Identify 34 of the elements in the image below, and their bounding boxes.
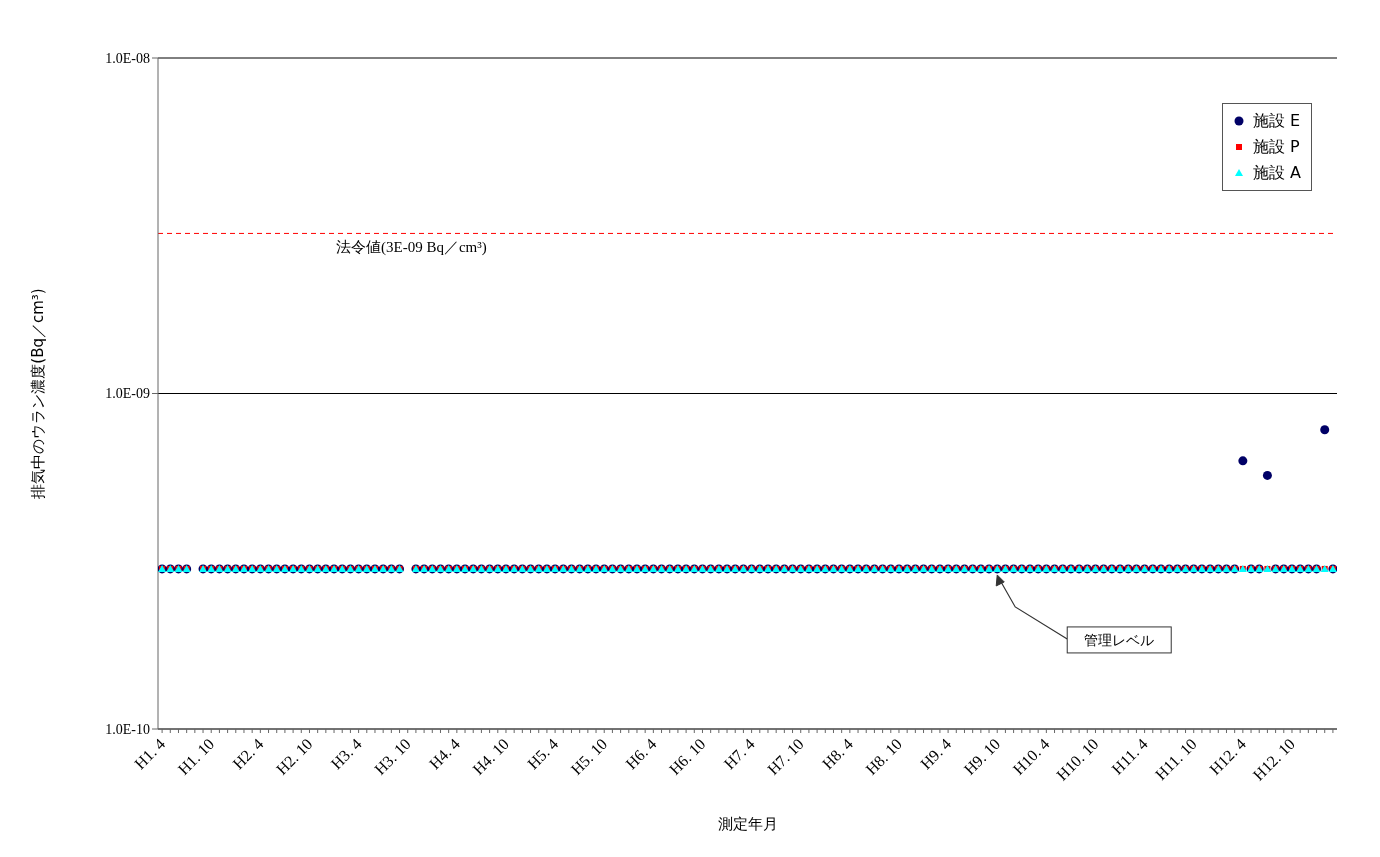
x-tick-label: H11. 10	[1151, 735, 1200, 784]
x-tick-label: H12. 4	[1206, 735, 1249, 778]
x-tick-label: H3. 10	[371, 735, 414, 778]
x-tick-label: H8. 4	[818, 735, 856, 773]
x-tick-label: H1. 4	[131, 735, 169, 773]
x-tick-label: H5. 4	[524, 735, 562, 773]
annotation: 管理レベル	[1084, 631, 1155, 648]
x-tick-label: H8. 10	[862, 735, 906, 778]
x-tick-label: H3. 4	[327, 735, 365, 773]
x-tick-label: H9. 4	[917, 735, 955, 773]
x-tick-label: H4. 4	[425, 735, 463, 773]
ref-line-label: 法令値(3E-09 Bq／cm³)	[336, 239, 487, 257]
x-tick-label: H5. 10	[567, 735, 611, 778]
x-tick-label: H10. 4	[1009, 735, 1053, 778]
x-tick-label: H7. 4	[720, 735, 758, 773]
x-tick-label: H1. 10	[174, 735, 218, 778]
x-tick-label: H6. 10	[665, 735, 709, 778]
y-tick-label: 1.0E-09	[105, 386, 150, 402]
x-tick-label: H6. 4	[622, 735, 660, 773]
x-tick-label: H12. 10	[1249, 735, 1299, 784]
x-tick-label: H10. 10	[1053, 735, 1102, 784]
y-tick-label: 1.0E-08	[105, 50, 150, 66]
x-tick-label: H2. 10	[272, 735, 316, 778]
x-tick-label: H11. 4	[1108, 735, 1151, 778]
x-tick-label: H7. 10	[764, 735, 807, 778]
legend-label: 施設 A	[1252, 162, 1301, 184]
legend-label: 施設 P	[1252, 136, 1300, 158]
legend-label: 施設 E	[1252, 110, 1301, 132]
y-tick-label: 1.0E-10	[105, 721, 150, 737]
y-axis-title: 排気中のウラン濃度(Bq／cm³)	[29, 288, 48, 499]
x-tick-label: H4. 10	[469, 735, 513, 778]
x-tick-label: H2. 4	[229, 735, 267, 773]
x-axis-title: 測定年月	[717, 815, 778, 833]
x-tick-label: H9. 10	[960, 735, 1004, 778]
